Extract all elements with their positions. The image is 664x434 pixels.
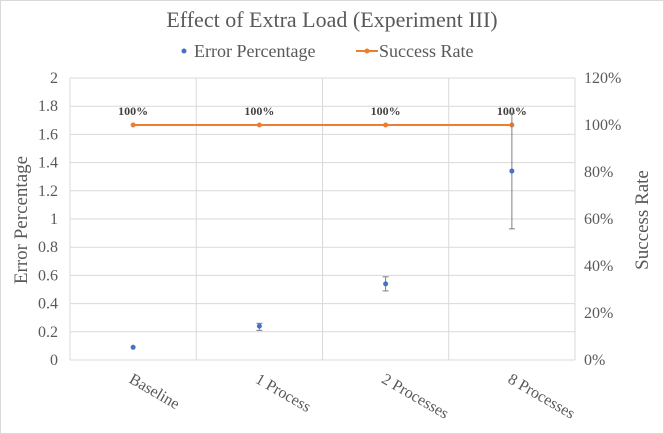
- success-rate-data-label: 100%: [371, 104, 401, 118]
- y-tick-label: 1.8: [38, 98, 58, 115]
- y-tick-label: 1: [50, 211, 58, 228]
- success-rate-point: [383, 122, 389, 128]
- success-rate-point: [130, 122, 136, 128]
- error-percentage-point: [256, 323, 262, 329]
- y-axis-ticks: 0 0.2 0.4 0.6 0.8 1 1.2 1.4 1.6 1.8 2: [38, 70, 58, 369]
- y-tick-label: 0.2: [38, 324, 58, 341]
- y2-tick-label: 40%: [584, 258, 613, 275]
- y2-tick-label: 60%: [584, 211, 613, 228]
- y2-tick-label: 20%: [584, 305, 613, 322]
- legend-marker-error-percentage: [181, 48, 187, 54]
- success-rate-data-label: 100%: [244, 104, 274, 118]
- y-tick-label: 1.4: [38, 155, 58, 172]
- y2-tick-label: 120%: [584, 70, 621, 87]
- error-percentage-point: [383, 281, 389, 287]
- y-tick-label: 0.8: [38, 239, 58, 256]
- y-tick-label: 0: [50, 352, 58, 369]
- y2-axis-title: Success Rate: [632, 170, 653, 270]
- y2-tick-label: 80%: [584, 164, 613, 181]
- success-rate-point: [256, 122, 262, 128]
- chart-title: Effect of Extra Load (Experiment III): [166, 7, 497, 32]
- error-percentage-point: [509, 168, 515, 174]
- y2-tick-label: 0%: [584, 352, 605, 369]
- success-rate-data-label: 100%: [497, 104, 527, 118]
- y-tick-label: 2: [50, 70, 58, 87]
- y-tick-label: 1.6: [38, 126, 58, 143]
- y2-tick-label: 100%: [584, 117, 621, 134]
- y-tick-label: 0.6: [38, 267, 58, 284]
- y2-axis-ticks: 0% 20% 40% 60% 80% 100% 120%: [584, 70, 621, 369]
- error-percentage-point: [130, 344, 136, 350]
- plot-series: 100% 100% 100% 100%: [118, 104, 527, 350]
- y-tick-label: 0.4: [38, 296, 58, 313]
- legend-marker-success-rate: [364, 48, 370, 54]
- success-rate-data-label: 100%: [118, 104, 148, 118]
- legend-label-success-rate: Success Rate: [379, 41, 473, 61]
- legend: Error Percentage Success Rate: [181, 41, 473, 61]
- y-axis-title: Error Percentage: [11, 156, 32, 284]
- y-tick-label: 1.2: [38, 183, 58, 200]
- legend-label-error-percentage: Error Percentage: [194, 41, 315, 61]
